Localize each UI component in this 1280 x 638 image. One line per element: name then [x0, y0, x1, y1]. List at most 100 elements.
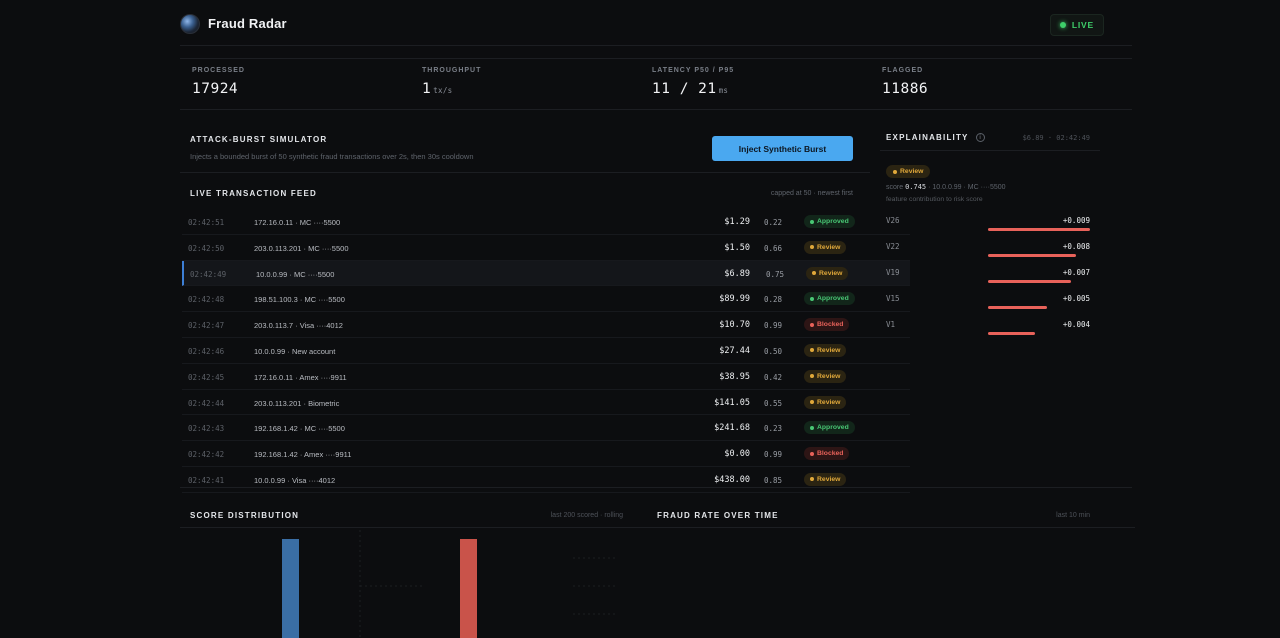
- score-context: · 10.0.0.99 · MC ····5500: [928, 184, 1006, 191]
- stat-number: 1: [422, 81, 432, 97]
- score-distribution-chart: [282, 530, 618, 638]
- stat-latency: LATENCY P50 / P95 11 / 21 ms: [652, 67, 872, 97]
- status-label: Blocked: [817, 450, 844, 458]
- row-score: 0.66: [764, 243, 783, 253]
- row-time: 02:42:43: [188, 424, 225, 434]
- feature-row: V19 +0.007: [886, 268, 1090, 294]
- row-time: 02:42:47: [188, 321, 225, 331]
- score-label: score: [886, 184, 904, 191]
- feature-value: +0.008: [1062, 242, 1090, 251]
- row-time: 02:42:45: [188, 372, 225, 382]
- feed-title: LIVE TRANSACTION FEED: [190, 189, 317, 198]
- feature-row: V15 +0.005: [886, 294, 1090, 320]
- transaction-row[interactable]: 02:42:42 192.168.1.42 · Amex ····9911 $0.0…: [182, 441, 910, 467]
- feature-row: V1 +0.004: [886, 320, 1090, 346]
- row-amount: $0.00: [724, 449, 750, 460]
- transaction-row[interactable]: 02:42:50 203.0.113.201 · MC ····5500 $1.50…: [182, 235, 910, 261]
- score-value: 0.745: [905, 183, 927, 191]
- explainability-subtitle: feature contribution to risk score: [886, 196, 983, 203]
- feature-name: V19: [886, 268, 900, 277]
- stat-throughput: THROUGHPUT 1 tx/s: [422, 67, 642, 97]
- row-status-badge: Approved: [804, 215, 855, 228]
- transaction-row[interactable]: 02:42:49 10.0.0.99 · MC ····5500 $6.89 0.75…: [182, 260, 910, 287]
- explainability-score: score 0.745 · 10.0.0.99 · MC ····5500: [886, 183, 1006, 191]
- divider: [180, 58, 1132, 59]
- status-dot-icon: [810, 245, 814, 250]
- app-title: Fraud Radar: [208, 16, 287, 31]
- live-status-label: LIVE: [1071, 20, 1094, 30]
- status-label: Approved: [817, 218, 849, 225]
- feature-bar: [988, 280, 1071, 283]
- transaction-row[interactable]: 02:42:47 203.0.113.7 · Visa ····4012 $10.7…: [182, 312, 910, 338]
- stat-value: 11 / 21 ms: [652, 81, 872, 97]
- row-time: 02:42:49: [190, 269, 227, 279]
- stat-processed: PROCESSED 17924: [192, 67, 412, 97]
- row-score: 0.23: [764, 424, 783, 434]
- status-label: Review: [817, 475, 841, 483]
- transaction-row[interactable]: 02:42:46 10.0.0.99 · New account $27.44 0.5…: [182, 338, 910, 364]
- row-source: 198.51.100.3 · MC ····5500: [254, 295, 345, 305]
- row-status-badge: Review: [804, 369, 847, 383]
- row-source: 203.0.113.201 · MC ····5500: [254, 243, 349, 253]
- divider: [180, 109, 1132, 110]
- row-score: 0.42: [764, 372, 783, 382]
- row-status-badge: Approved: [804, 292, 855, 306]
- stat-label: THROUGHPUT: [422, 67, 482, 74]
- row-source: 192.168.1.42 · Amex ····9911: [254, 450, 352, 460]
- row-score: 0.99: [764, 321, 783, 331]
- transaction-row[interactable]: 02:42:51 172.16.0.11 · MC ····5500 $1.29 0.…: [182, 209, 910, 235]
- row-source: 172.16.0.11 · Amex ····9911: [254, 372, 347, 382]
- row-time: 02:42:44: [188, 398, 225, 408]
- score-distribution-meta: last 200 scored · rolling: [550, 512, 623, 519]
- row-time: 02:42:46: [188, 346, 225, 356]
- row-status-badge: Review: [804, 343, 847, 357]
- explainability-header: EXPLAINABILITY i: [886, 133, 985, 142]
- stat-flagged: FLAGGED 11886: [882, 67, 1102, 97]
- status-label: Review: [900, 168, 924, 175]
- transaction-row[interactable]: 02:42:45 172.16.0.11 · Amex ····9911 $38.9…: [182, 364, 910, 390]
- row-source: 10.0.0.99 · Visa ····4012: [254, 475, 336, 485]
- app-header: Fraud Radar LIVE: [180, 10, 1132, 42]
- row-status-badge: Approved: [804, 421, 855, 435]
- status-label: Approved: [817, 295, 849, 303]
- status-dot-icon: [810, 451, 814, 456]
- transaction-feed: 02:42:51 172.16.0.11 · MC ····5500 $1.29 0.…: [182, 209, 910, 493]
- feature-name: V15: [886, 294, 900, 303]
- transaction-row[interactable]: 02:42:44 203.0.113.201 · Biometric $141.05…: [182, 390, 910, 416]
- row-score: 0.22: [764, 218, 783, 227]
- row-amount: $38.95: [719, 371, 750, 382]
- simulator-description: Injects a bounded burst of 50 synthetic …: [190, 152, 474, 161]
- feature-row: V26 +0.009: [886, 216, 1090, 242]
- divider: [180, 527, 1135, 528]
- status-dot-icon: [810, 425, 814, 430]
- status-label: Review: [817, 346, 841, 354]
- status-dot-icon: [810, 296, 814, 301]
- feature-row: V22 +0.008: [886, 242, 1090, 268]
- inject-burst-button[interactable]: Inject Synthetic Burst: [712, 136, 853, 161]
- info-icon[interactable]: i: [975, 133, 985, 142]
- stat-number: 11 / 21: [652, 81, 717, 97]
- transaction-row[interactable]: 02:42:48 198.51.100.3 · MC ····5500 $89.99…: [182, 286, 910, 313]
- feature-bar: [988, 332, 1035, 335]
- transaction-row[interactable]: 02:42:43 192.168.1.42 · MC ····5500 $241.6…: [182, 415, 910, 442]
- row-status-badge: Blocked: [804, 447, 850, 461]
- row-source: 10.0.0.99 · New account: [254, 346, 336, 356]
- row-status-badge: Blocked: [804, 318, 850, 332]
- live-status-badge: LIVE: [1049, 14, 1104, 36]
- simulator-title: ATTACK-BURST SIMULATOR: [190, 135, 328, 144]
- row-score: 0.28: [764, 295, 783, 305]
- feature-value: +0.005: [1062, 294, 1090, 303]
- transaction-row[interactable]: 02:42:41 10.0.0.99 · Visa ····4012 $438.00…: [182, 467, 910, 493]
- score-distribution-title: SCORE DISTRIBUTION: [190, 511, 300, 520]
- feature-name: V22: [886, 242, 900, 251]
- row-score: 0.50: [764, 346, 783, 356]
- status-label: Review: [817, 243, 841, 251]
- status-dot-icon: [810, 374, 814, 379]
- row-status-badge: Review: [804, 240, 847, 254]
- row-status-badge: Review: [806, 266, 849, 280]
- stat-label: PROCESSED: [192, 67, 245, 74]
- fraud-rate-title: FRAUD RATE OVER TIME: [657, 511, 779, 520]
- row-score: 0.75: [766, 269, 785, 279]
- feature-bar: [988, 306, 1047, 309]
- row-status-badge: Review: [804, 472, 847, 486]
